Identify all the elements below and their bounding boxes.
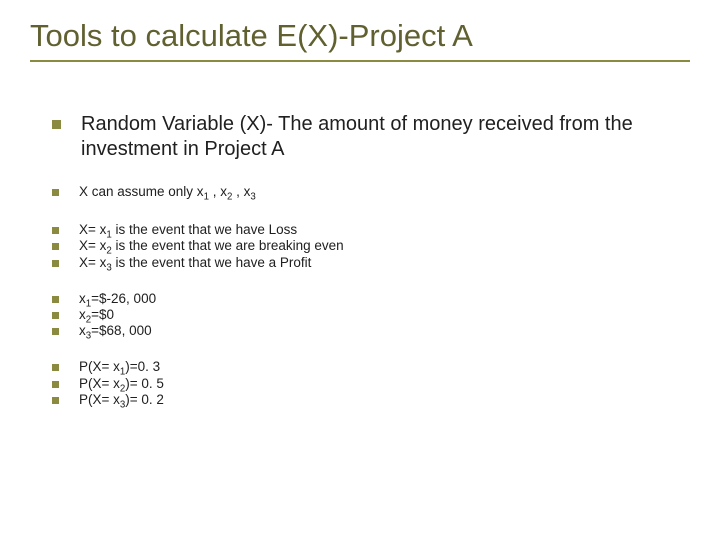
square-bullet-icon [52, 381, 59, 388]
event-text: X= x3 is the event that we have a Profit [79, 255, 311, 271]
value-row: x1=$-26, 000 [52, 291, 690, 307]
square-bullet-icon [52, 243, 59, 250]
prob-text: P(X= x3)= 0. 2 [79, 392, 164, 408]
sub-bullet-row: X can assume only x1 , x2 , x3 [52, 184, 690, 200]
event-text: X= x2 is the event that we are breaking … [79, 238, 344, 254]
value-text: x1=$-26, 000 [79, 291, 156, 307]
event-row: X= x3 is the event that we have a Profit [52, 255, 690, 271]
prob-text: P(X= x1)=0. 3 [79, 359, 160, 375]
event-row: X= x2 is the event that we are breaking … [52, 238, 690, 254]
event-text: X= x1 is the event that we have Loss [79, 222, 297, 238]
square-bullet-icon [52, 189, 59, 196]
event-row: X= x1 is the event that we have Loss [52, 222, 690, 238]
square-bullet-icon [52, 260, 59, 267]
value-text: x3=$68, 000 [79, 323, 152, 339]
square-bullet-icon [52, 312, 59, 319]
square-bullet-icon [52, 120, 61, 129]
square-bullet-icon [52, 397, 59, 404]
prob-row: P(X= x3)= 0. 2 [52, 392, 690, 408]
value-text: x2=$0 [79, 307, 114, 323]
prob-row: P(X= x1)=0. 3 [52, 359, 690, 375]
sub-bullet-text: X can assume only x1 , x2 , x3 [79, 184, 256, 200]
slide-body: Random Variable (X)- The amount of money… [30, 112, 690, 408]
square-bullet-icon [52, 296, 59, 303]
square-bullet-icon [52, 364, 59, 371]
main-bullet-row: Random Variable (X)- The amount of money… [52, 112, 690, 162]
value-row: x3=$68, 000 [52, 323, 690, 339]
prob-row: P(X= x2)= 0. 5 [52, 376, 690, 392]
value-row: x2=$0 [52, 307, 690, 323]
square-bullet-icon [52, 328, 59, 335]
main-bullet-text: Random Variable (X)- The amount of money… [81, 112, 690, 162]
slide-title: Tools to calculate E(X)-Project A [30, 18, 690, 62]
square-bullet-icon [52, 227, 59, 234]
prob-text: P(X= x2)= 0. 5 [79, 376, 164, 392]
